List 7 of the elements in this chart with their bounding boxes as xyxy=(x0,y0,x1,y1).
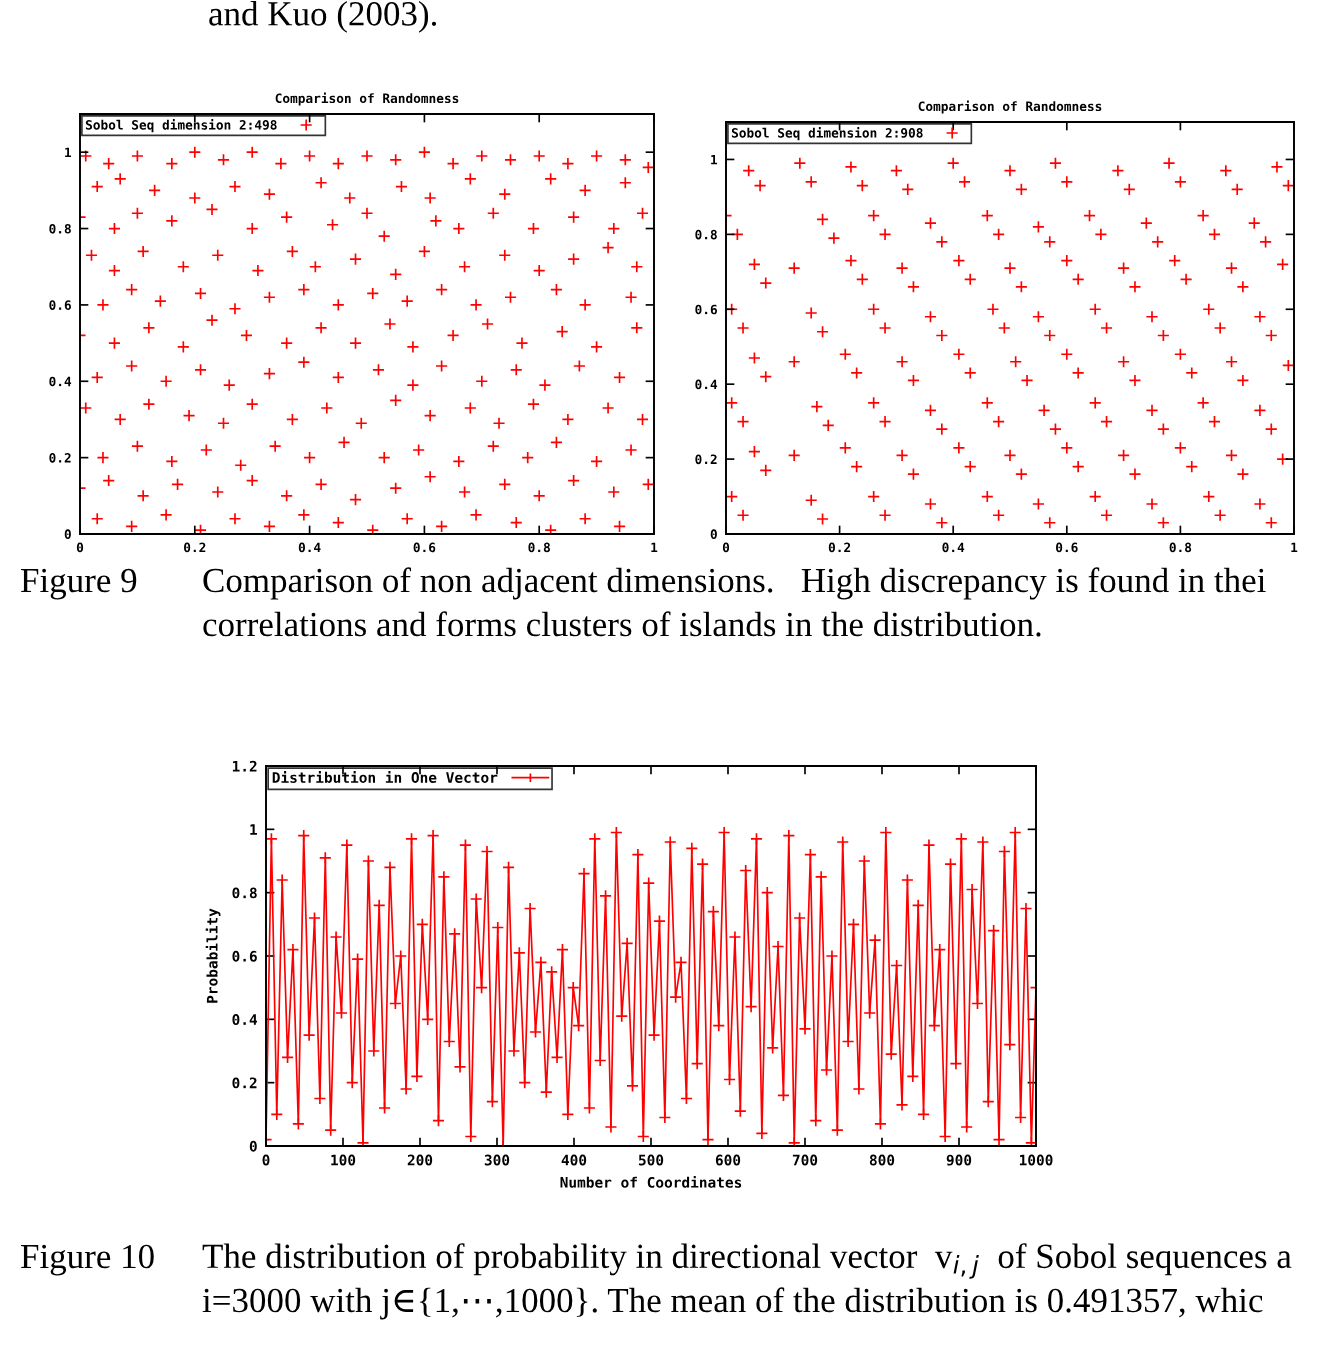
caption: Figure 10 xyxy=(21,1244,154,1276)
text: The distribution of probability in directional vector v$_{i,j}$ of Sobol sequences a xyxy=(202,1243,1292,1279)
text: and Kuo (2003). xyxy=(209,1,437,33)
text: i=3000 with j∈{1,⋯,1000}. The mean of the distribution is 0.491357, whic xyxy=(202,1287,1263,1320)
caption: Figure 9 xyxy=(21,568,137,600)
text: correlations and forms clusters of islands in the distribution. xyxy=(203,611,1041,637)
text: Comparison of non adjacent dimensions. High discrepancy is found in thei xyxy=(203,567,1266,600)
